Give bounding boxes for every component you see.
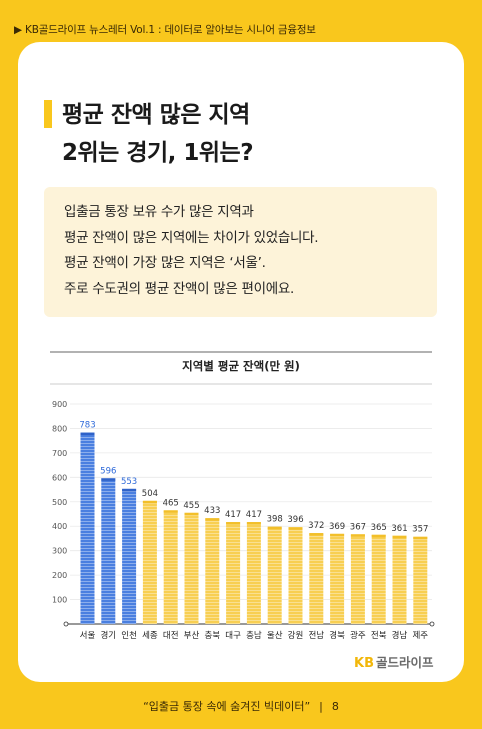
y-tick-label: 500 xyxy=(52,498,67,507)
bar-충남 xyxy=(246,522,261,624)
newsletter-header: ▶ KB골드라이프 뉴스레터 Vol.1 : 데이터로 알아보는 시니어 금융정… xyxy=(14,24,316,36)
category-label: 서울 xyxy=(80,631,96,641)
category-label: 울산 xyxy=(267,630,283,641)
value-label: 365 xyxy=(371,523,387,533)
value-label: 369 xyxy=(329,522,345,532)
bar-강원 xyxy=(288,527,303,624)
chart-title: 지역별 평균 잔액(만 원) xyxy=(182,359,300,373)
bar-cap xyxy=(122,488,137,492)
footer-quote: “입출금 통장 속에 숨겨진 빅데이터” xyxy=(143,700,311,713)
bar-cap xyxy=(205,518,220,521)
bar-충북 xyxy=(205,518,220,624)
description-line-2: 평균 잔액이 많은 지역에는 차이가 있었습니다. xyxy=(64,229,319,246)
bar-cap xyxy=(184,512,199,516)
bar-cap xyxy=(330,533,345,537)
value-label: 396 xyxy=(287,515,303,525)
description-text: 입출금 통장 보유 수가 많은 지역과 평균 잔액이 많은 지역에는 차이가 있… xyxy=(64,200,319,302)
value-label: 372 xyxy=(308,521,324,531)
y-tick-label: 100 xyxy=(52,596,67,605)
bar-부산 xyxy=(184,512,199,624)
category-label: 부산 xyxy=(184,630,200,641)
bar-서울 xyxy=(80,432,95,624)
category-label: 광주 xyxy=(350,630,366,641)
description-line-1: 입출금 통장 보유 수가 많은 지역과 xyxy=(64,204,254,220)
bar-전북 xyxy=(371,534,386,624)
y-tick-label: 800 xyxy=(52,424,67,433)
value-label: 504 xyxy=(142,489,158,499)
category-label: 경남 xyxy=(392,630,408,641)
bar-cap xyxy=(309,533,324,536)
category-label: 강원 xyxy=(288,630,304,641)
bar-cap xyxy=(80,432,95,436)
bar-cap xyxy=(142,500,157,504)
category-label: 충남 xyxy=(246,631,262,641)
title-line-2: 2위는 경기, 1위는? xyxy=(62,140,254,166)
y-tick-label: 700 xyxy=(52,449,67,458)
x-axis-end-marker xyxy=(429,621,435,627)
bar-cap xyxy=(163,510,178,513)
value-label: 357 xyxy=(412,525,428,535)
value-label: 398 xyxy=(267,515,283,525)
value-label: 455 xyxy=(183,501,199,511)
value-label: 417 xyxy=(225,510,241,520)
bar-cap xyxy=(350,534,365,537)
bar-cap xyxy=(413,536,428,540)
bar-cap xyxy=(371,534,386,538)
bar-대전 xyxy=(163,510,178,624)
value-label: 465 xyxy=(163,498,179,508)
title-line-1: 평균 잔액 많은 지역 xyxy=(62,102,250,128)
kb-logo-name: 골드라이프 xyxy=(376,655,434,670)
description-box xyxy=(44,187,437,317)
page-title: 평균 잔액 많은 지역 2위는 경기, 1위는? xyxy=(62,96,254,172)
bar-제주 xyxy=(413,536,428,624)
bar-전남 xyxy=(309,533,324,624)
bar-경기 xyxy=(101,478,116,624)
y-tick-label: 300 xyxy=(52,547,67,556)
y-tick-label: 600 xyxy=(52,473,67,482)
y-tick-label: 900 xyxy=(52,400,67,409)
page-number: 8 xyxy=(331,700,339,713)
bar-cap xyxy=(392,535,407,539)
bar-경남 xyxy=(392,535,407,624)
footer: “입출금 통장 속에 숨겨진 빅데이터” | 8 xyxy=(0,698,482,714)
category-label: 전북 xyxy=(371,630,387,641)
bar-대구 xyxy=(226,522,241,624)
category-label: 충북 xyxy=(204,631,220,641)
bar-세종 xyxy=(142,500,157,624)
category-label: 인천 xyxy=(121,630,137,641)
bar-cap xyxy=(267,526,282,530)
category-label: 대전 xyxy=(163,630,179,641)
kb-logo: KB xyxy=(354,656,374,671)
bar-광주 xyxy=(350,534,365,624)
description-line-3: 평균 잔액이 가장 많은 지역은 ‘서울’. xyxy=(64,255,266,271)
y-tick-label: 200 xyxy=(52,571,67,580)
title-accent-bar xyxy=(44,100,52,128)
bar-인천 xyxy=(122,488,137,624)
bar-cap xyxy=(101,478,116,481)
x-axis-start-marker xyxy=(63,621,69,627)
bar-울산 xyxy=(267,526,282,624)
value-label: 553 xyxy=(121,477,137,487)
value-label: 596 xyxy=(100,466,116,476)
bar-cap xyxy=(288,527,303,530)
category-label: 전남 xyxy=(308,630,324,641)
category-label: 세종 xyxy=(142,631,158,641)
value-label: 783 xyxy=(79,421,95,431)
bar-cap xyxy=(246,522,261,525)
category-label: 경기 xyxy=(100,630,116,641)
bar-경북 xyxy=(330,533,345,624)
description-line-4: 주로 수도권의 평균 잔액이 많은 편이에요. xyxy=(64,280,294,297)
value-label: 361 xyxy=(391,524,407,534)
value-label: 433 xyxy=(204,506,220,516)
value-label: 417 xyxy=(246,510,262,520)
value-label: 367 xyxy=(350,522,366,532)
category-label: 경북 xyxy=(329,630,345,641)
bar-cap xyxy=(226,522,241,525)
category-label: 대구 xyxy=(225,631,241,641)
footer-separator: | xyxy=(319,700,323,713)
y-tick-label: 400 xyxy=(52,522,67,531)
category-label: 제주 xyxy=(412,631,428,641)
